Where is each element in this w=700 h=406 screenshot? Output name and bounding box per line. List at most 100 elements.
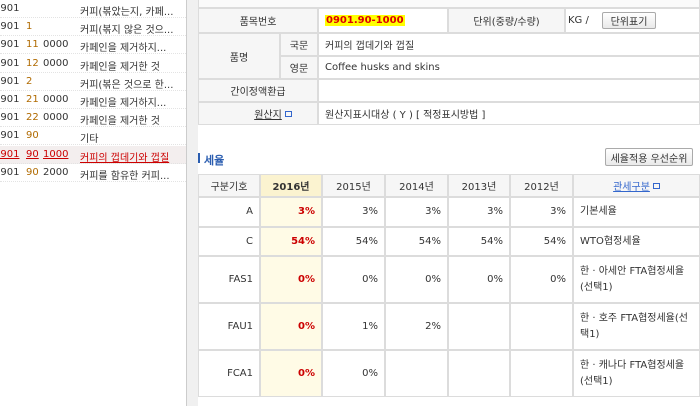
cell-text: 3% [362, 206, 378, 217]
td: FAS1 [198, 256, 260, 303]
button[interactable]: 단위표기 [602, 12, 656, 29]
header-text: 2014년 [399, 182, 434, 193]
cell-text: 3% [550, 206, 566, 217]
header-text: 2012년 [524, 182, 559, 193]
header-text: 2013년 [461, 182, 497, 193]
td: 54% [322, 227, 385, 256]
section-title: 세율 [204, 154, 225, 167]
item-desc: 기타 [80, 134, 99, 146]
cell-text: 54% [291, 235, 315, 247]
tree-row[interactable]: 0901 21 0000 카페인을 제거하지... [0, 91, 186, 109]
cell-text: 한 · 아세안 FTA협정세율(선택1) [580, 265, 685, 293]
th: 2014년 [385, 174, 448, 197]
td: 0% [260, 350, 322, 397]
cell-text: 0% [298, 367, 315, 379]
td [385, 350, 448, 397]
td: 3% [322, 197, 385, 227]
cell-text: 0% [298, 320, 315, 332]
cell-text: 3% [487, 206, 503, 217]
link-icon [284, 110, 292, 117]
tree-row[interactable]: 0901 90 기타 [0, 127, 186, 146]
item-desc: 카페인을 제거한 것 [80, 61, 160, 73]
td: 한 · 캐나다 FTA협정세율(선택1) [573, 350, 700, 397]
td: 0% [260, 303, 322, 350]
td [448, 303, 510, 350]
hs-code: 0901 [0, 75, 20, 87]
label: 품명 [198, 33, 280, 79]
tree-row[interactable]: 0901 2 커피(볶은 것으로 한... [0, 73, 186, 91]
hs-sub: 1 [26, 21, 33, 33]
td: 한 · 아세안 FTA협정세율(선택1) [573, 256, 700, 303]
th: 구분기호 [198, 174, 260, 197]
hs-code: 0901 [0, 21, 20, 33]
tree-row[interactable]: 0901 1 커피(볶지 않은 것으... [0, 18, 186, 37]
item-desc: 카페인을 제거하지... [80, 43, 167, 55]
tree-row[interactable]: 0901 90 1000 커피의 껍데기와 껍질 [0, 145, 186, 164]
td: 0% [260, 256, 322, 303]
td: WTO협정세율 [573, 227, 700, 256]
cell-text: 54% [543, 235, 566, 247]
td: C [198, 227, 260, 256]
item-desc: 카페인을 제거하지... [80, 98, 167, 109]
td: FCA1 [198, 350, 260, 397]
label: 품목번호 [198, 8, 318, 33]
td [448, 350, 510, 397]
td [510, 350, 573, 397]
link-icon [652, 182, 660, 189]
th: 2015년 [322, 174, 385, 197]
origin-link[interactable]: 원산지 [254, 110, 282, 121]
hs-code: 0901 [0, 130, 20, 142]
item-desc: 커피의 껍데기와 껍질 [80, 152, 170, 164]
cell-text: FCA1 [227, 367, 253, 379]
th: 2012년 [510, 174, 573, 197]
cell-text: 기본세율 [580, 206, 617, 217]
hs-sub: 22 [26, 112, 39, 124]
td: 0% [322, 350, 385, 397]
td: 3% [510, 197, 573, 227]
value: 0901.90-1000 [318, 8, 448, 33]
cell-text: 54% [480, 235, 503, 247]
hs-sub: 90 [26, 130, 39, 142]
label: 원산지 [198, 102, 318, 125]
sidebar: 0901커피(볶았는지, 카페...09011커피(볶지 않은 것으...090… [0, 0, 187, 406]
cell-text: 2% [425, 320, 441, 332]
td: 54% [510, 227, 573, 256]
tree-row[interactable]: 0901 11 0000 카페인을 제거하지... [0, 36, 186, 55]
label: 국문 [280, 33, 318, 56]
td: 3% [260, 197, 322, 227]
td: 0% [322, 256, 385, 303]
td: 54% [385, 227, 448, 256]
hs-code: 0901 [0, 39, 20, 51]
header-text: 2016년 [272, 182, 310, 193]
hs-sub: 90 [26, 148, 39, 160]
td: A [198, 197, 260, 227]
tree-row[interactable]: 0901 22 0000 카페인을 제거한 것 [0, 109, 186, 128]
header-text[interactable]: 관세구분 [613, 182, 650, 193]
cell-text: 0% [362, 367, 378, 379]
tree-row[interactable]: 0901 90 2000 커피를 함유한 커피... [0, 164, 186, 182]
tree-row[interactable]: 0901 12 0000 카페인을 제거한 것 [0, 55, 186, 73]
cell-text: 54% [355, 235, 378, 247]
value: 커피의 껍데기와 껍질 [318, 33, 700, 56]
cell-text: FAS1 [228, 273, 253, 285]
hs-sub: 90 [26, 166, 39, 178]
td: 2% [385, 303, 448, 350]
tree-row[interactable]: 0901 커피(볶았는지, 카페... [0, 0, 186, 18]
hs-code: 0901 [0, 94, 20, 105]
cell-text: A [246, 206, 253, 217]
cell-text: 한 · 호주 FTA협정세율(선택1) [580, 312, 688, 340]
td: 0% [510, 256, 573, 303]
item-desc: 커피(볶은 것으로 한... [80, 79, 174, 91]
hs-sub: 11 [26, 39, 39, 51]
td: 3% [448, 197, 510, 227]
hs-code: 0901 [0, 166, 20, 178]
value: 원산지표시대상 ( Y ) [ 적정표시방법 ] [318, 102, 700, 125]
unit: KG / [568, 15, 589, 26]
button[interactable]: 세율적용 우선순위 [605, 148, 693, 166]
value: Coffee husks and skins [318, 56, 700, 79]
item-desc: 커피를 함유한 커피... [80, 170, 170, 182]
td: 54% [260, 227, 322, 256]
cell-text: 3% [425, 206, 441, 217]
hs-ext: 0000 [43, 57, 69, 69]
td [510, 303, 573, 350]
